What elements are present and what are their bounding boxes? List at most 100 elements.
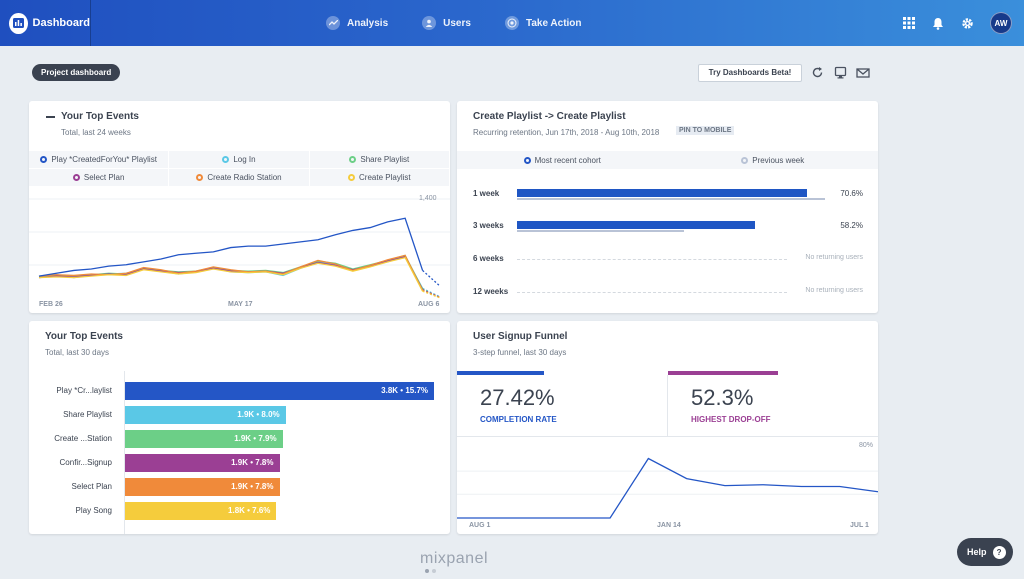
series-line[interactable] — [38, 256, 424, 292]
tv-icon[interactable] — [834, 66, 848, 80]
analysis-icon — [326, 16, 340, 30]
recent-cohort-bar[interactable] — [517, 189, 807, 197]
x-tick-label: AUG 6 — [418, 301, 440, 308]
completion-rate-value[interactable]: 27.42% — [480, 385, 555, 410]
legend-item[interactable]: Create Radio Station — [169, 169, 310, 187]
bar-category-label: Play Song — [75, 506, 112, 515]
series-partial-segment — [422, 269, 441, 287]
legend-item[interactable]: Most recent cohort — [457, 151, 668, 169]
gear-icon[interactable] — [960, 16, 974, 30]
pagination-dot[interactable] — [432, 569, 436, 573]
legend-item[interactable]: Share Playlist — [309, 151, 450, 169]
pagination-dots — [425, 569, 439, 573]
pagination-dot[interactable] — [425, 569, 429, 573]
nav-take-action[interactable]: Take Action — [504, 16, 582, 30]
bar-category-label: Confir...Signup — [59, 458, 112, 467]
empty-track — [517, 292, 787, 293]
retention-row-label: 3 weeks — [473, 221, 504, 230]
legend-label: Previous week — [752, 155, 805, 165]
card-subtitle: Total, last 30 days — [45, 348, 110, 357]
legend-dot-icon — [348, 174, 356, 181]
bar[interactable]: 1.8K • 7.6% — [125, 502, 277, 520]
legend-item[interactable]: Log In — [169, 151, 310, 169]
dashboard-home-link[interactable]: Dashboard — [0, 0, 91, 46]
nav-analysis[interactable]: Analysis — [326, 16, 388, 30]
legend-item[interactable]: Play *CreatedForYou* Playlist — [29, 151, 170, 169]
user-avatar[interactable]: AW — [990, 12, 1012, 34]
nav-users[interactable]: Users — [422, 16, 471, 30]
try-dashboards-beta-button[interactable]: Try Dashboards Beta! — [698, 64, 802, 82]
no-returning-users-text: No returning users — [805, 287, 863, 294]
legend-dot-icon — [349, 156, 357, 163]
dropoff-tab-indicator — [668, 371, 778, 375]
y-tick-label: 80% — [859, 442, 874, 449]
bell-icon[interactable] — [931, 16, 945, 30]
nav-analysis-label: Analysis — [347, 17, 389, 29]
legend-dot-icon — [40, 156, 48, 163]
retention-card: Create Playlist -> Create Playlist Recur… — [457, 101, 878, 313]
email-icon[interactable] — [856, 66, 870, 80]
bar[interactable]: 1.9K • 7.8% — [125, 454, 280, 472]
events-line-chart — [29, 198, 450, 299]
help-button[interactable]: Help ? — [957, 538, 1013, 566]
retention-row: 6 weeks No returning users — [473, 252, 863, 266]
brand-label: Dashboard — [32, 17, 90, 29]
recent-cohort-bar[interactable] — [517, 221, 755, 229]
no-returning-users-text: No returning users — [805, 254, 863, 261]
legend-label: Play *CreatedForYou* Playlist — [51, 155, 157, 164]
card-title[interactable]: User Signup Funnel — [473, 331, 568, 342]
bar-value-label: 1.9K • 7.8% — [231, 482, 274, 491]
series-partial-segment — [422, 290, 441, 299]
nav-take-action-label: Take Action — [525, 17, 582, 29]
previous-week-bar — [517, 230, 684, 232]
bar[interactable]: 1.9K • 7.8% — [125, 478, 280, 496]
signup-funnel-card: User Signup Funnel 3-step funnel, last 3… — [457, 321, 878, 534]
series-line[interactable] — [38, 254, 424, 290]
help-label: Help — [967, 547, 987, 557]
card-title[interactable]: Your Top Events — [45, 331, 123, 342]
x-tick-label: AUG 1 — [469, 522, 491, 529]
legend-label: Create Playlist — [359, 173, 411, 182]
legend-dot-icon — [741, 156, 749, 164]
bar-value-label: 1.9K • 7.9% — [234, 434, 277, 443]
collapse-dash-icon[interactable] — [46, 116, 55, 118]
legend-item[interactable]: Select Plan — [29, 169, 170, 187]
bar-value-label: 1.8K • 7.6% — [228, 506, 271, 515]
funnel-series-line[interactable] — [457, 457, 878, 519]
card-title[interactable]: Your Top Events — [61, 111, 139, 122]
nav-users-label: Users — [443, 17, 471, 29]
dashboard-logo-icon — [9, 12, 28, 34]
card-subtitle: Total, last 24 weeks — [61, 128, 131, 137]
bar-value-label: 1.9K • 7.8% — [231, 458, 274, 467]
refresh-icon[interactable] — [811, 66, 825, 80]
legend-item[interactable]: Create Playlist — [309, 169, 450, 187]
bar-row: Select Plan 1.9K • 7.8% — [29, 478, 450, 496]
series-line[interactable] — [38, 256, 424, 291]
series-line[interactable] — [38, 254, 424, 291]
bar-row: Play *Cr...laylist 3.8K • 15.7% — [29, 382, 450, 400]
bar[interactable]: 1.9K • 7.9% — [125, 430, 283, 448]
retention-row-label: 6 weeks — [473, 254, 504, 263]
x-tick-label: JAN 14 — [657, 522, 681, 529]
bar[interactable]: 3.8K • 15.7% — [125, 382, 434, 400]
legend-label: Share Playlist — [360, 155, 410, 164]
card-subtitle: 3-step funnel, last 30 days — [473, 348, 567, 357]
card-title[interactable]: Create Playlist -> Create Playlist — [473, 111, 626, 122]
bar[interactable]: 1.9K • 8.0% — [125, 406, 286, 424]
pin-to-mobile-badge[interactable]: PIN TO MOBILE — [676, 126, 735, 135]
dropoff-value[interactable]: 52.3% — [691, 385, 754, 410]
target-icon — [504, 16, 519, 30]
retention-row-label: 1 week — [473, 189, 500, 198]
funnel-stats-bottom-border — [457, 436, 878, 437]
users-icon — [422, 16, 437, 30]
legend-item[interactable]: Previous week — [668, 151, 879, 169]
bar-chart-divider — [124, 371, 125, 534]
project-dashboard-dropdown[interactable]: Project dashboard — [32, 64, 121, 81]
series-line[interactable] — [38, 217, 424, 277]
retention-row: 3 weeks 58.2% — [473, 219, 863, 233]
completion-rate-label: COMPLETION RATE — [480, 415, 557, 424]
retention-legend: Most recent cohort Previous week — [457, 151, 878, 169]
apps-grid-icon[interactable] — [902, 16, 916, 30]
legend-label: Log In — [233, 155, 256, 164]
x-tick-label: FEB 26 — [39, 301, 63, 308]
